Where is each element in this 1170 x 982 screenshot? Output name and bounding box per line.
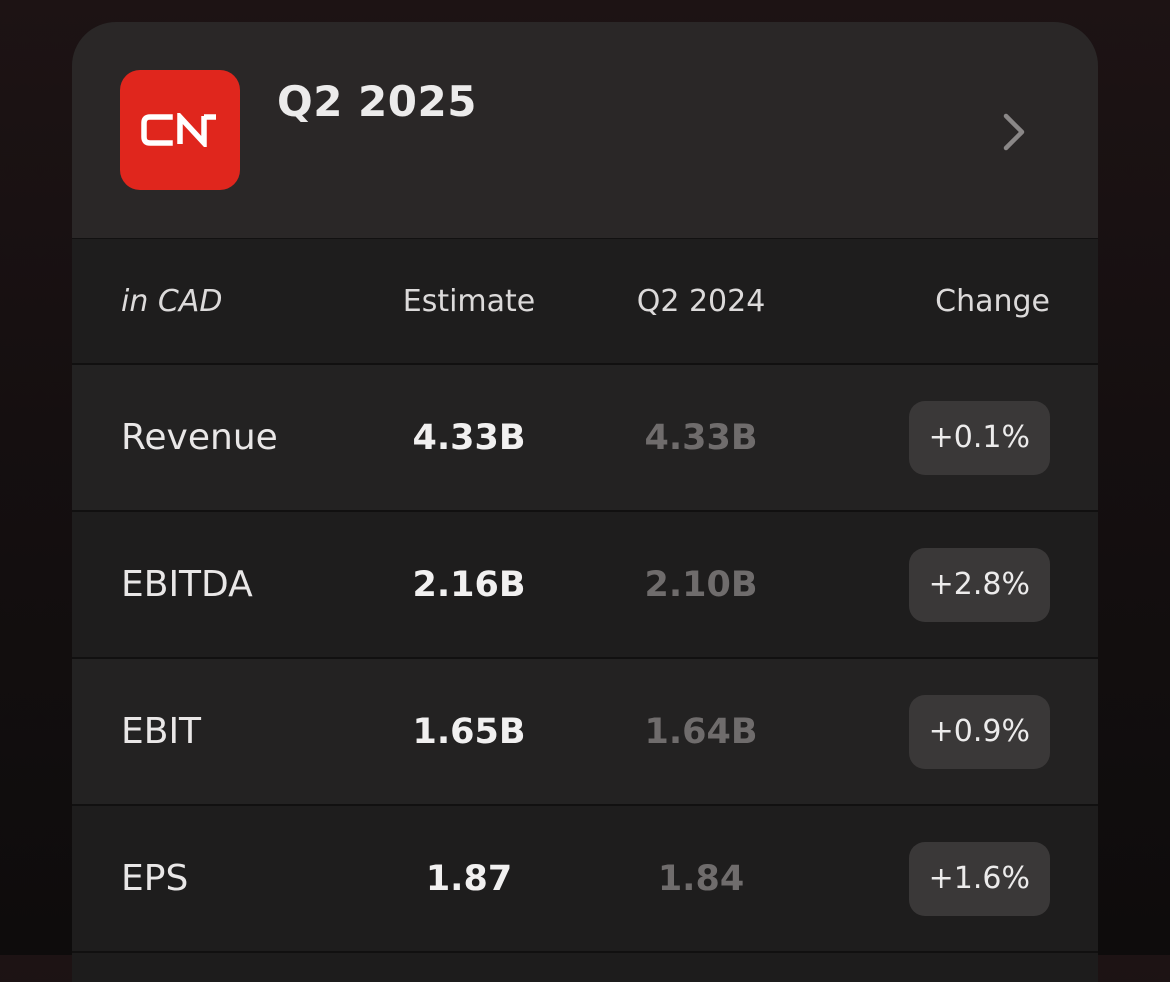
- metric-label: Revenue: [121, 417, 278, 458]
- table-row-revenue: Revenue 4.33B 4.33B +0.1%: [72, 365, 1098, 512]
- change-badge: +2.8%: [908, 547, 1050, 622]
- estimate-value: 4.33B: [412, 417, 526, 458]
- previous-value: 1.84: [657, 858, 745, 899]
- metric-label: EBITDA: [121, 564, 253, 605]
- previous-header-label: Q2 2024: [636, 283, 766, 319]
- currency-header-label: in CAD: [121, 283, 223, 319]
- table-row-ebitda: EBITDA 2.16B 2.10B +2.8%: [72, 512, 1098, 659]
- metric-label: EBIT: [121, 711, 202, 752]
- previous-value: 1.64B: [644, 711, 758, 752]
- change-badge: +0.1%: [908, 400, 1050, 475]
- table-header-row: in CAD Estimate Q2 2024 Change: [72, 239, 1098, 365]
- change-badge: +1.6%: [908, 841, 1050, 916]
- previous-value: 2.10B: [644, 564, 758, 605]
- page-title: Q2 2025: [277, 77, 477, 126]
- chevron-right-icon[interactable]: [996, 110, 1032, 154]
- earnings-card: Q2 2025 in CAD Estimate Q2 2024 Change R…: [72, 22, 1098, 982]
- change-header: Change: [935, 239, 1050, 363]
- estimate-value: 1.87: [425, 858, 513, 899]
- estimate-value: 1.65B: [412, 711, 526, 752]
- card-header[interactable]: Q2 2025: [72, 22, 1098, 239]
- metric-label: EPS: [121, 858, 189, 899]
- previous-header: Q2 2024: [601, 239, 801, 363]
- previous-value: 4.33B: [644, 417, 758, 458]
- estimate-value: 2.16B: [412, 564, 526, 605]
- change-header-label: Change: [935, 283, 1050, 319]
- change-badge: +0.9%: [908, 694, 1050, 769]
- cn-logo-icon: [120, 70, 240, 190]
- estimate-header: Estimate: [369, 239, 569, 363]
- table-row-ebit: EBIT 1.65B 1.64B +0.9%: [72, 659, 1098, 806]
- table-row-eps: EPS 1.87 1.84 +1.6%: [72, 806, 1098, 953]
- estimate-header-label: Estimate: [402, 283, 536, 319]
- currency-header: in CAD: [121, 239, 222, 363]
